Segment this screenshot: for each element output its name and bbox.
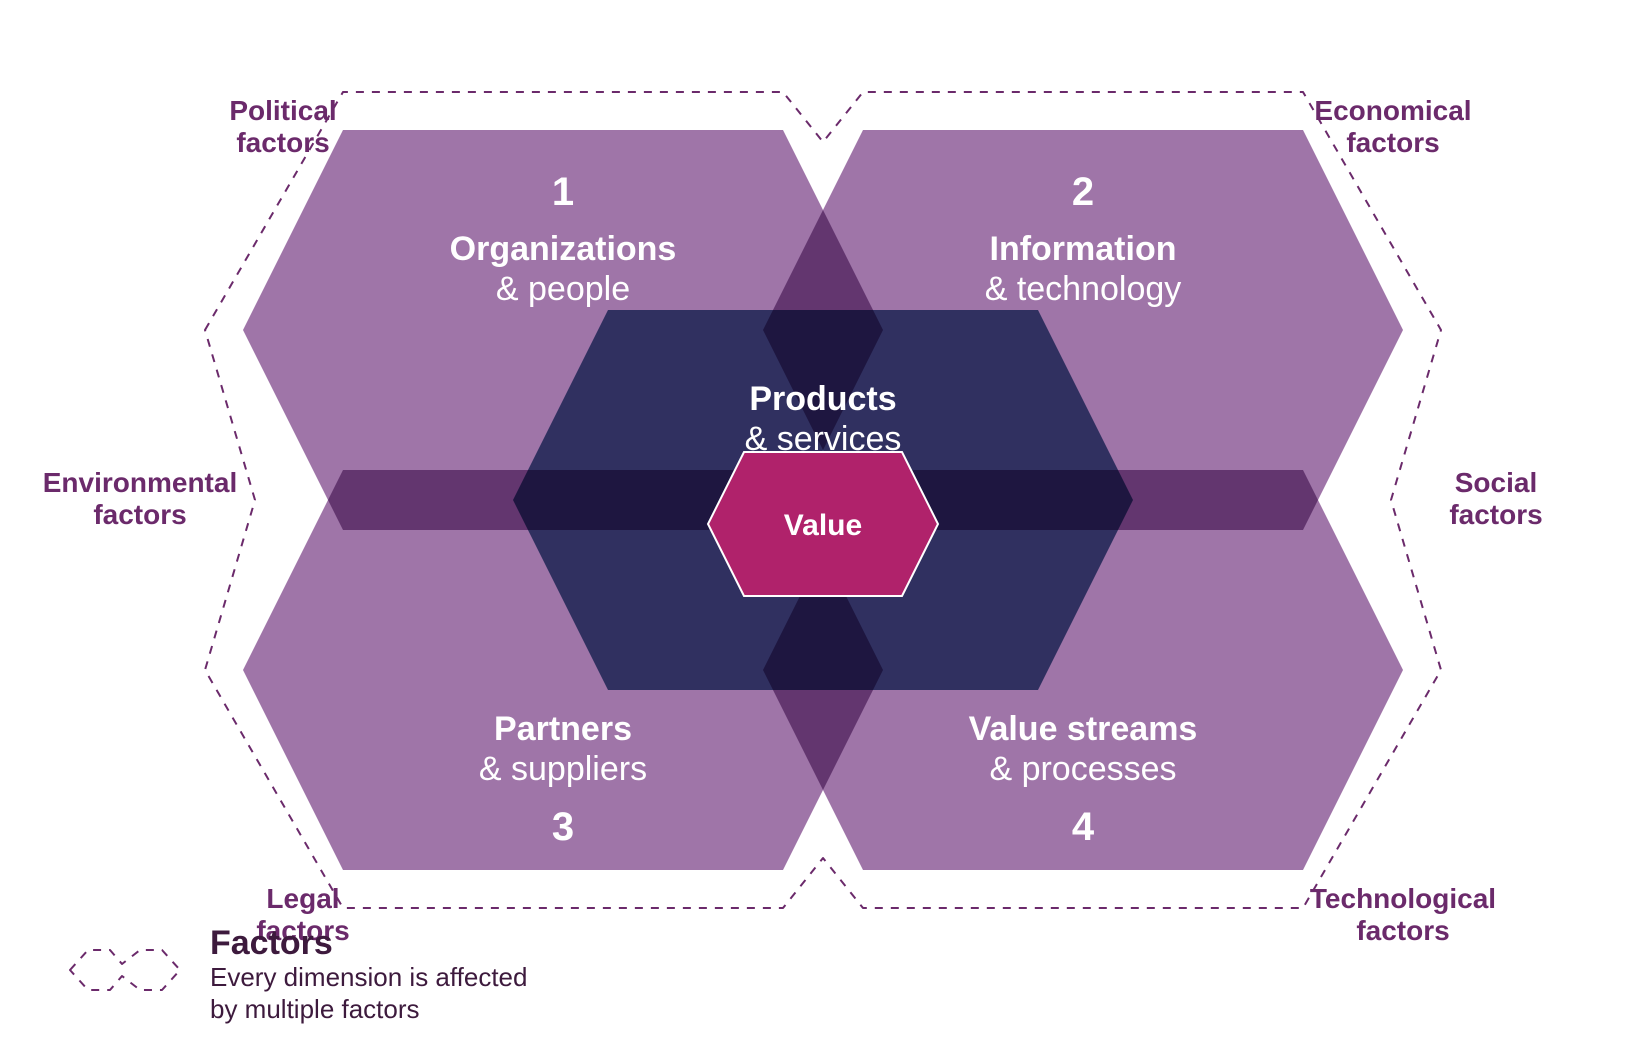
products-line2: & services bbox=[745, 420, 902, 458]
dim-line2-tl: & people bbox=[496, 270, 630, 308]
factor-tr-2: factors bbox=[1346, 127, 1439, 158]
dim-line2-br: & processes bbox=[989, 750, 1176, 788]
products-line1: Products bbox=[749, 380, 896, 418]
legend-line2: by multiple factors bbox=[210, 994, 420, 1024]
dim-line1-bl: Partners bbox=[494, 710, 632, 748]
legend-line1: Every dimension is affected bbox=[210, 962, 527, 992]
dim-line2-tr: & technology bbox=[985, 270, 1182, 308]
factor-tl-1: Political bbox=[229, 95, 336, 126]
dim-number-bl: 3 bbox=[552, 805, 574, 849]
dim-number-tl: 1 bbox=[552, 170, 574, 214]
factor-ml-2: factors bbox=[93, 499, 186, 530]
factor-bl-1: Legal bbox=[266, 883, 339, 914]
factor-ml-1: Environmental bbox=[43, 467, 237, 498]
factor-br-1: Technological bbox=[1310, 883, 1496, 914]
legend-icon bbox=[70, 950, 180, 990]
factor-tl-2: factors bbox=[236, 127, 329, 158]
four-dimensions-diagram: 1 Organizations& people 2 Information& tech… bbox=[0, 0, 1646, 1054]
dim-number-br: 4 bbox=[1072, 805, 1095, 849]
dim-line1-tr: Information bbox=[990, 230, 1177, 268]
factor-mr-1: Social bbox=[1455, 467, 1537, 498]
dim-line1-tl: Organizations bbox=[450, 230, 677, 268]
legend-title: Factors bbox=[210, 924, 333, 962]
value-label: Value bbox=[784, 509, 862, 542]
factor-br-2: factors bbox=[1356, 915, 1449, 946]
dim-number-tr: 2 bbox=[1072, 170, 1094, 214]
dim-line2-bl: & suppliers bbox=[479, 750, 647, 788]
dim-line1-br: Value streams bbox=[969, 710, 1198, 748]
factor-tr-1: Economical bbox=[1314, 95, 1471, 126]
factor-mr-2: factors bbox=[1449, 499, 1542, 530]
